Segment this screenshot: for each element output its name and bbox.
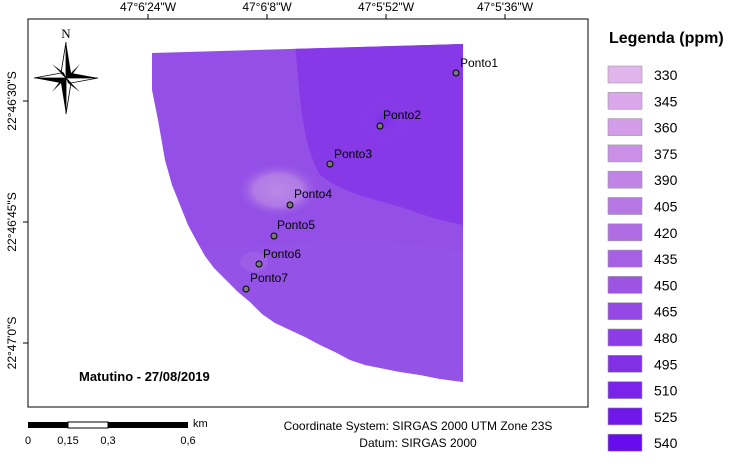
sample-point: Ponto6 <box>255 247 301 268</box>
legend-title: Legenda (ppm) <box>609 30 724 47</box>
sample-point: Ponto7 <box>242 271 288 293</box>
sample-point-label: Ponto7 <box>250 271 288 285</box>
legend-value: 525 <box>654 409 678 425</box>
legend-value: 390 <box>654 172 678 188</box>
date-label: Matutino - 27/08/2019 <box>79 369 210 384</box>
legend-swatch <box>607 65 643 84</box>
legend-item: 435 <box>607 249 678 268</box>
sample-point-label: Ponto6 <box>263 247 301 261</box>
sample-point: Ponto3 <box>326 147 372 168</box>
legend-value: 480 <box>654 330 678 346</box>
legend-value: 465 <box>654 304 678 320</box>
legend-value: 345 <box>654 93 678 109</box>
sample-point-label: Ponto3 <box>334 147 372 161</box>
coordinate-system-label: Coordinate System: SIRGAS 2000 UTM Zone … <box>284 419 553 433</box>
legend-swatch <box>607 381 643 399</box>
legend-item: 390 <box>607 170 678 189</box>
north-arrow-icon <box>33 41 99 115</box>
legend-item: 465 <box>607 302 678 321</box>
scale-label: 0,15 <box>57 435 78 447</box>
sample-point-label: Ponto5 <box>277 218 315 232</box>
legend-value: 450 <box>654 277 678 293</box>
scale-label: 0,3 <box>100 435 115 447</box>
legend-value: 435 <box>654 251 678 267</box>
legend-value: 420 <box>654 225 678 241</box>
legend-value: 360 <box>654 120 678 136</box>
scale-unit: km <box>193 418 208 430</box>
legend-item: 330 <box>607 65 678 84</box>
scale-bar: 0 0,15 0,3 0,6 km <box>25 418 208 447</box>
sample-point: Ponto2 <box>376 108 421 130</box>
datum-label: Datum: SIRGAS 2000 <box>359 436 477 450</box>
sample-point-label: Ponto4 <box>294 187 332 201</box>
latitude-tick-label: 22°46'30"S <box>5 71 19 130</box>
latitude-tick-label: 22°47'0"S <box>5 317 19 370</box>
legend-item: 495 <box>607 354 678 373</box>
sample-point: Ponto1 <box>452 56 498 77</box>
longitude-tick-label: 47°5'52"W <box>358 0 415 14</box>
sample-point-label: Ponto1 <box>460 56 498 70</box>
legend-swatch <box>607 407 643 426</box>
legend-value: 375 <box>654 146 678 162</box>
legend-item: 360 <box>607 118 678 136</box>
sample-point-label: Ponto2 <box>383 108 421 122</box>
legend-swatch <box>607 223 643 242</box>
legend-swatch <box>607 197 643 215</box>
legend-item: 375 <box>607 144 678 163</box>
legend-swatch <box>607 92 643 110</box>
longitude-ticks: 47°6'24"W 47°6'8"W 47°5'52"W 47°5'36"W <box>120 0 534 19</box>
scale-label: 0 <box>25 435 31 447</box>
longitude-tick-label: 47°6'8"W <box>242 0 292 14</box>
legend-item: 540 <box>607 433 678 452</box>
legend-value: 495 <box>654 356 678 372</box>
legend-item: 450 <box>607 276 678 294</box>
legend-swatch <box>607 302 643 321</box>
legend-item: 405 <box>607 197 678 215</box>
legend-item: 420 <box>607 223 678 242</box>
legend-swatch <box>607 328 643 347</box>
legend-swatch <box>607 170 643 189</box>
legend-swatch <box>607 118 643 136</box>
legend: 330 345 360 375 390 405 420 435 450 465 480 495 510 5… <box>607 65 678 452</box>
scale-label: 0,6 <box>180 435 195 447</box>
north-label: N <box>61 26 71 41</box>
legend-item: 525 <box>607 407 678 426</box>
latitude-tick-label: 22°46'45"S <box>5 192 19 251</box>
longitude-tick-label: 47°6'24"W <box>120 0 177 14</box>
legend-swatch <box>607 249 643 268</box>
legend-swatch <box>607 144 643 163</box>
sample-point: Ponto5 <box>270 218 315 240</box>
legend-value: 330 <box>654 67 678 83</box>
sample-points: Ponto1 Ponto2 Ponto3 Ponto4 Ponto5 Ponto… <box>242 56 498 293</box>
legend-item: 480 <box>607 328 678 347</box>
legend-item: 345 <box>607 92 678 110</box>
legend-value: 405 <box>654 199 678 215</box>
legend-swatch <box>607 433 643 452</box>
longitude-tick-label: 47°5'36"W <box>477 0 534 14</box>
latitude-ticks: 22°46'30"S 22°46'45"S 22°47'0"S <box>5 71 28 369</box>
legend-item: 510 <box>607 381 678 399</box>
sample-point: Ponto4 <box>286 187 332 209</box>
legend-swatch <box>607 276 643 294</box>
legend-swatch <box>607 354 643 373</box>
legend-value: 510 <box>654 383 678 399</box>
legend-value: 540 <box>654 435 678 451</box>
